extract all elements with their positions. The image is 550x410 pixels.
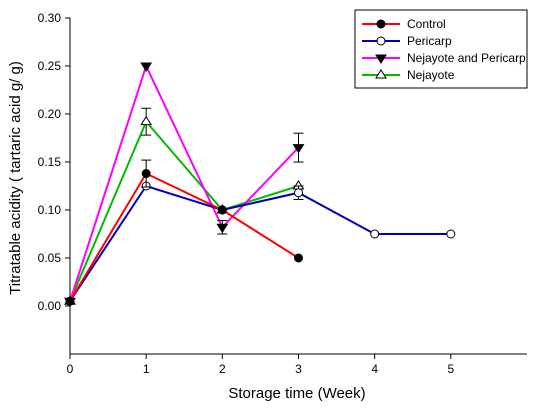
y-tick-label-4: 0.20 [38, 107, 62, 121]
series-line-0 [69, 172, 300, 302]
x-tick-label-5: 5 [447, 362, 454, 376]
y-tick-label-6: 0.30 [38, 11, 62, 25]
y-axis-label: Titratable acidity ( tartaric acid g/ g) [7, 61, 24, 295]
point-0-3 [294, 253, 303, 263]
legend: Control Pericarp Nejayote and Pericarp Neja… [354, 9, 528, 89]
y-tick-label-3: 0.15 [38, 155, 62, 169]
series-1 [65, 181, 456, 306]
series-0 [65, 159, 303, 306]
point-1-4 [370, 229, 380, 239]
series-layer [64, 62, 456, 308]
point-3-1 [140, 115, 153, 126]
y-tick-label-5: 0.25 [38, 59, 62, 73]
series-line-2 [69, 63, 300, 302]
y-tick-label-0: 0.00 [38, 299, 62, 313]
point-1-3 [294, 188, 303, 198]
x-tick-label-0: 0 [67, 362, 74, 376]
point-0-1 [141, 169, 151, 179]
legend-marker-1 [376, 36, 386, 46]
axes: 0.00 0.05 0.10 0.15 0.20 0.25 0.30 0 1 2 3 4 5 [38, 11, 527, 376]
point-1-5 [446, 229, 456, 239]
series-line-3 [69, 119, 299, 302]
legend-marker-3 [375, 69, 387, 79]
x-tick-label-4: 4 [371, 362, 378, 376]
legend-label-2: Nejayote and Pericarp [407, 51, 526, 65]
series-line-1 [69, 184, 451, 302]
y-tick-label-2: 0.10 [38, 203, 62, 217]
y-tick-label-1: 0.05 [38, 251, 62, 265]
x-tick-label-3: 3 [295, 362, 302, 376]
legend-label-3: Nejayote [407, 68, 455, 82]
legend-marker-2 [375, 54, 387, 64]
legend-label-1: Pericarp [407, 34, 452, 48]
point-2-1 [140, 62, 153, 72]
legend-label-0: Control [407, 17, 446, 31]
point-2-3 [292, 144, 305, 154]
x-axis-label: Storage time (Week) [228, 385, 365, 402]
point-2-2 [216, 223, 229, 234]
legend-marker-0 [376, 19, 386, 29]
x-tick-label-2: 2 [219, 362, 226, 376]
x-tick-label-1: 1 [143, 362, 150, 376]
point-0-0 [65, 296, 75, 306]
point-0-2 [217, 205, 227, 215]
series-2 [64, 62, 305, 308]
